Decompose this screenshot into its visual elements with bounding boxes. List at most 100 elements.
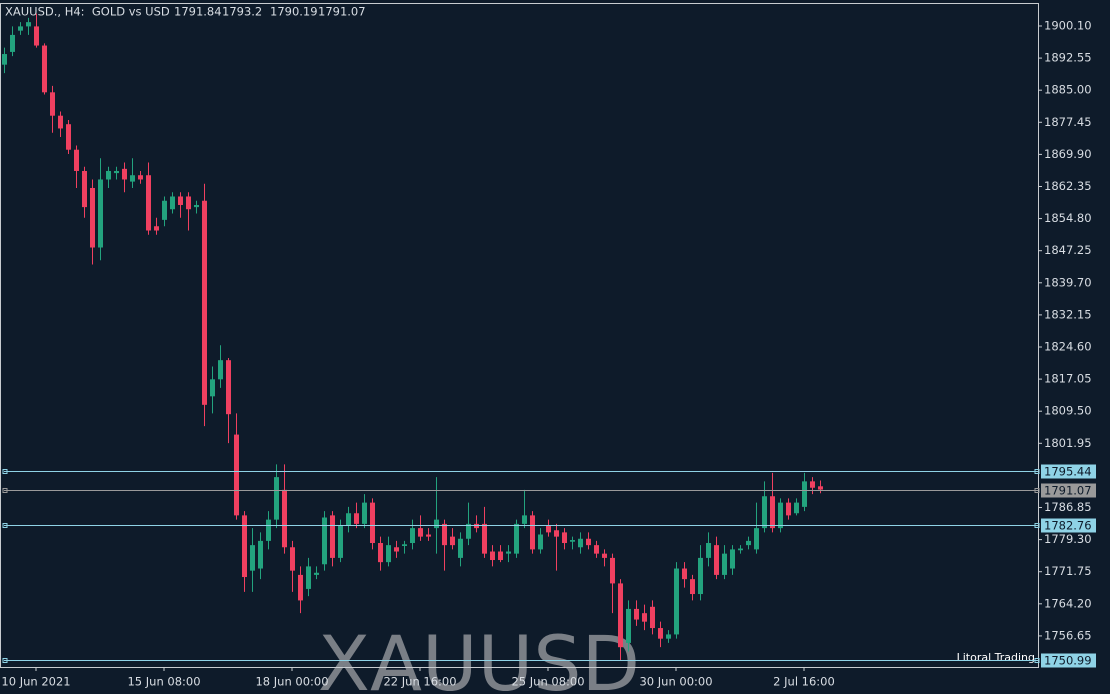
candle-body <box>250 545 255 571</box>
candle-body <box>66 124 71 150</box>
candle-body <box>402 544 407 546</box>
candle-body <box>218 360 223 380</box>
price-label: 1791.07 <box>1044 484 1092 498</box>
candle-body <box>634 608 639 620</box>
candle-body <box>794 502 799 514</box>
candle-body <box>642 613 647 622</box>
y-tick-label: 1869.90 <box>1044 147 1092 161</box>
candle-body <box>458 538 463 558</box>
candle-body <box>474 523 479 529</box>
candle-body <box>234 434 239 516</box>
candle-body <box>594 545 599 554</box>
y-tick-label: 1786.85 <box>1044 500 1092 514</box>
candle-body <box>378 543 383 563</box>
candle-body <box>266 519 271 541</box>
candle-body <box>530 515 535 550</box>
candle-body <box>714 545 719 575</box>
candle-body <box>306 566 311 589</box>
candle-body <box>418 528 423 537</box>
candle-body <box>154 226 159 231</box>
y-tick-label: 1854.80 <box>1044 211 1092 225</box>
candle-body <box>122 168 127 180</box>
candle-body <box>282 489 287 548</box>
candle-body <box>258 540 263 569</box>
candle-body <box>114 170 119 174</box>
header-ohlc: 1791.84 1793.2 1790.19 1791.07 <box>174 5 366 19</box>
watermark: XAUUSD <box>318 619 640 694</box>
candle-body <box>498 551 503 561</box>
line-handle <box>1034 469 1040 474</box>
candle-body <box>586 538 591 546</box>
candle-body <box>274 477 279 520</box>
candle-body <box>466 523 471 539</box>
y-tick-label: 1817.05 <box>1044 372 1092 386</box>
candle-body <box>738 548 743 551</box>
candle-body <box>394 547 399 552</box>
candle-body <box>522 515 527 524</box>
line-handle <box>2 488 8 493</box>
y-tick-label: 1839.70 <box>1044 275 1092 289</box>
price-label-box <box>1041 653 1096 668</box>
candle-body <box>202 200 207 405</box>
header-title: XAUUSD., H4: GOLD vs USD <box>5 5 170 19</box>
line-handle <box>2 469 8 474</box>
candle-body <box>514 523 519 554</box>
y-tick-label: 1764.20 <box>1044 596 1092 610</box>
candle-body <box>74 149 79 171</box>
y-tick-label: 1900.10 <box>1044 18 1092 32</box>
y-tick-label: 1801.95 <box>1044 436 1092 450</box>
candle-body <box>346 513 351 527</box>
candle-body <box>818 486 823 490</box>
candle-body <box>194 204 199 208</box>
candle-body <box>82 170 87 208</box>
candle-body <box>770 496 775 529</box>
candle-body <box>42 45 47 93</box>
y-tick-label: 1847.25 <box>1044 243 1092 257</box>
y-tick-label: 1779.30 <box>1044 532 1092 546</box>
candle-body <box>370 502 375 544</box>
candle-body <box>386 545 391 563</box>
candle-body <box>490 551 495 561</box>
candle-body <box>690 579 695 595</box>
candle-body <box>722 553 727 575</box>
header-value: 1793.2 <box>222 5 262 19</box>
candle-body <box>626 608 631 643</box>
candle-body <box>754 528 759 550</box>
candle-body <box>730 549 735 569</box>
candle-body <box>802 481 807 507</box>
candle-body <box>506 551 511 554</box>
candle-body <box>810 481 815 488</box>
candle-body <box>442 523 447 546</box>
line-handle <box>1034 488 1040 493</box>
price-label: 1750.99 <box>1044 654 1092 668</box>
price-label-box <box>1041 483 1096 498</box>
candle-body <box>450 536 455 546</box>
y-tick-label: 1877.45 <box>1044 115 1092 129</box>
y-tick-label: 1824.60 <box>1044 340 1092 354</box>
header-value: 1791.84 <box>174 5 222 19</box>
candle-body <box>26 22 31 27</box>
candle-body <box>58 115 63 129</box>
candle-body <box>778 502 783 529</box>
candle-body <box>138 175 143 180</box>
candle-body <box>562 532 567 544</box>
candle-body <box>90 187 95 248</box>
candle-body <box>210 379 215 397</box>
candle-body <box>618 583 623 648</box>
candle-body <box>330 515 335 558</box>
candle-body <box>610 557 615 584</box>
candle-body <box>178 196 183 205</box>
candle-body <box>106 170 111 180</box>
credit: Litoral Trading <box>957 651 1035 664</box>
candle-body <box>354 513 359 524</box>
header-value: 1790.19 <box>270 5 318 19</box>
candle-body <box>186 196 191 210</box>
candle-body <box>658 628 663 639</box>
candle-body <box>434 519 439 529</box>
x-tick-label: 10 Jun 2021 <box>1 675 70 689</box>
candle-body <box>554 530 559 537</box>
candle-body <box>10 34 15 52</box>
line-handle <box>2 523 8 528</box>
